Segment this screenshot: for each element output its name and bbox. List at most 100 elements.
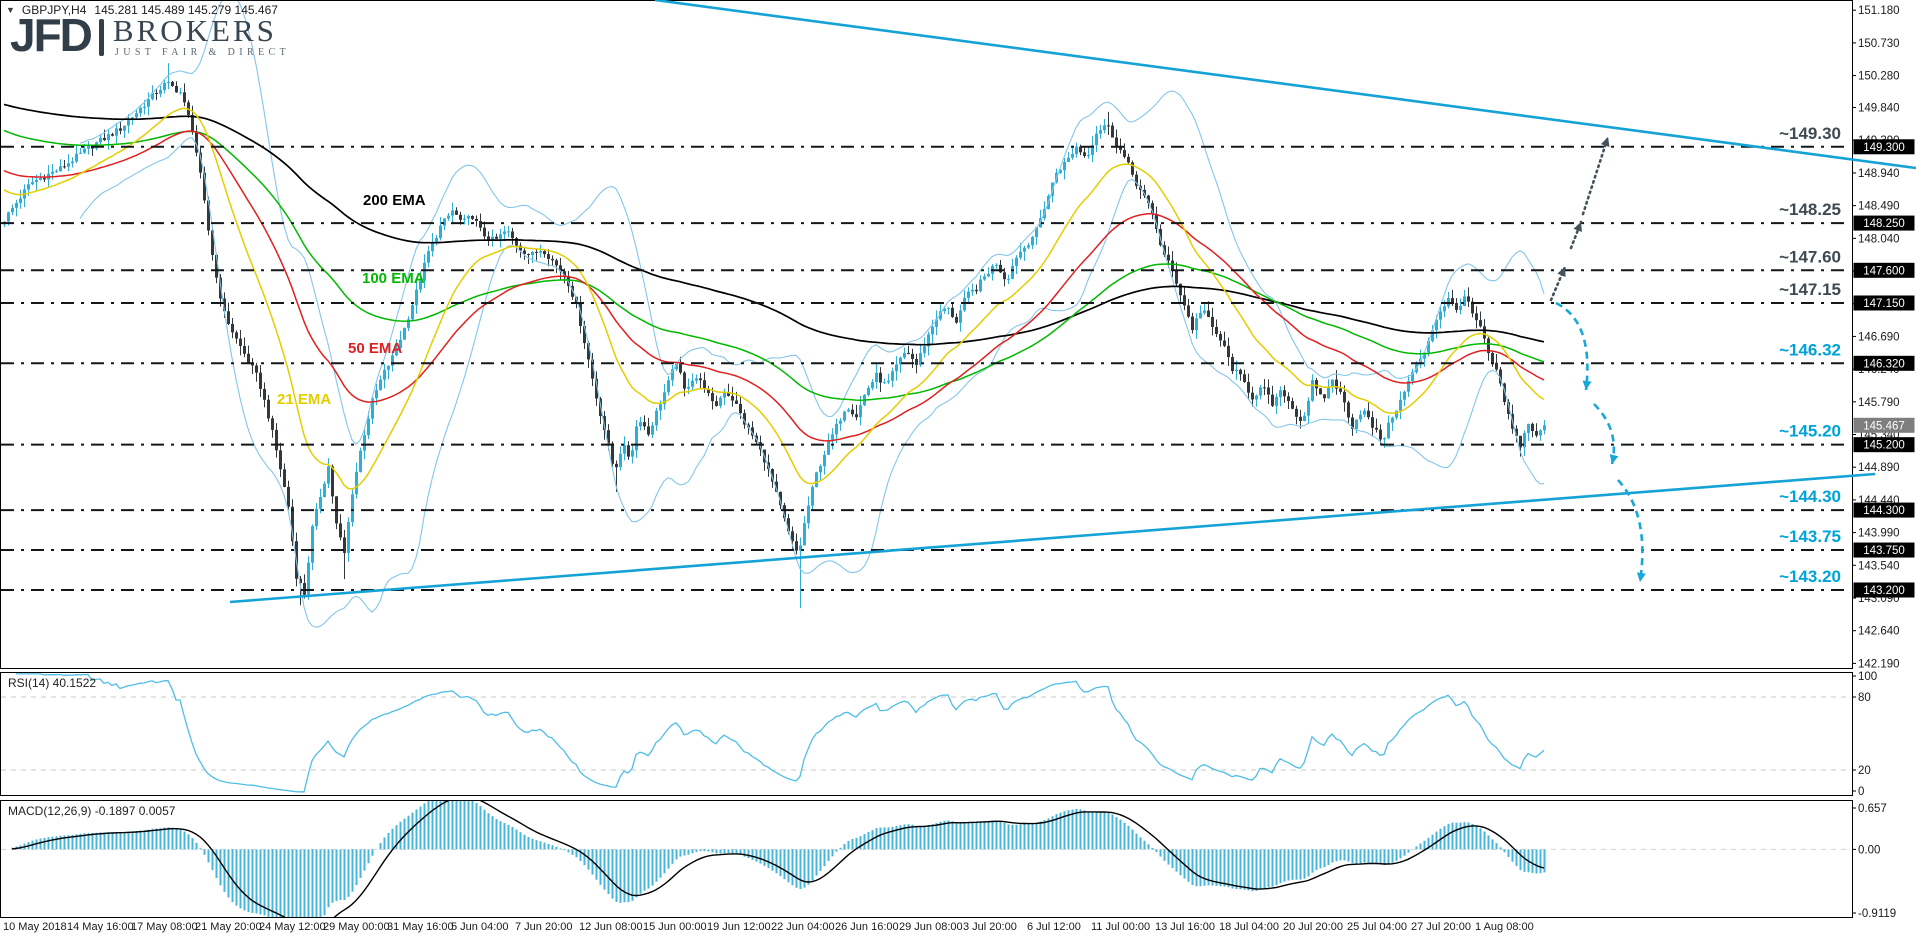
price-axis[interactable]: 151.180150.730150.280149.840149.390148.9…: [1852, 5, 1915, 670]
candle-body: [655, 410, 658, 426]
candle-body: [919, 352, 922, 365]
candle-body: [371, 398, 374, 419]
candle-body: [151, 92, 154, 100]
candle-body: [391, 355, 394, 366]
candle-body: [1331, 379, 1334, 387]
macd-panel[interactable]: [0, 800, 1853, 918]
time-axis-label: 18 Jul 04:00: [1219, 921, 1279, 933]
candle-body: [1099, 130, 1102, 134]
candle-body: [579, 302, 582, 327]
macd-axis[interactable]: 0.657 0.00 -0.9119: [1852, 803, 1896, 920]
candle-body: [1199, 312, 1202, 319]
time-axis-label: 11 Jul 00:00: [1091, 921, 1150, 933]
level-price-box-label: 147.600: [1863, 265, 1905, 277]
candle-body: [351, 494, 354, 523]
candle-body: [1155, 214, 1158, 229]
level-price-box-label: 147.150: [1863, 298, 1905, 310]
candle-body: [951, 307, 954, 317]
logo-tagline: JUST FAIR & DIRECT: [114, 47, 291, 58]
candle-body: [1003, 272, 1006, 280]
dashed-down-arrow-head: [1609, 454, 1619, 464]
candle-body: [831, 434, 834, 442]
candle-body: [55, 171, 58, 173]
candle-body: [1515, 428, 1518, 436]
candle-body: [947, 307, 950, 309]
current-price-box-label: 145.467: [1863, 420, 1905, 432]
time-axis-label: 3 Jul 20:00: [963, 921, 1017, 933]
level-price-box: [1853, 215, 1915, 231]
candle-body: [1311, 380, 1314, 401]
time-axis-label: 29 May 00:00: [323, 921, 390, 933]
candle-body: [67, 163, 70, 167]
candle-body: [1195, 318, 1198, 330]
candle-body: [803, 523, 806, 546]
candle-body: [783, 505, 786, 519]
candle-body: [791, 531, 794, 542]
candle-body: [1207, 310, 1210, 317]
candle-body: [103, 137, 106, 141]
candle-body: [163, 82, 166, 91]
candle-body: [367, 418, 370, 436]
candle-body: [1271, 394, 1274, 406]
time-axis-label: 17 May 08:00: [131, 921, 198, 933]
candle-body: [431, 241, 434, 252]
candle-body: [1283, 390, 1286, 397]
candle-body: [1011, 265, 1014, 279]
candle-body: [531, 252, 534, 256]
price-tick-label: 150.280: [1858, 71, 1900, 83]
candle-body: [1287, 396, 1290, 402]
candle-body: [439, 225, 442, 239]
candle-body: [871, 382, 874, 388]
level-price-box-label: 143.750: [1863, 545, 1905, 557]
candle-body: [399, 339, 402, 349]
candle-body: [1503, 383, 1506, 403]
candle-body: [827, 441, 830, 455]
time-axis-label: 26 Jun 16:00: [835, 921, 899, 933]
candle-body: [923, 346, 926, 353]
candle-body: [1223, 340, 1226, 346]
price-tick-label: 142.190: [1858, 658, 1900, 670]
time-axis-label: 24 May 12:00: [259, 921, 326, 933]
candle-body: [959, 310, 962, 323]
dashed-down-arrow: [1555, 301, 1589, 391]
candle-body: [687, 386, 690, 389]
dotted-up-arrow-head: [1573, 222, 1582, 233]
candle-body: [911, 353, 914, 359]
rsi-panel[interactable]: [0, 672, 1853, 796]
candle-body: [731, 395, 734, 401]
candle-body: [1467, 296, 1470, 302]
candle-body: [231, 323, 234, 333]
candle-body: [59, 166, 62, 172]
candle-body: [1479, 320, 1482, 327]
candle-body: [79, 152, 82, 154]
candle-body: [207, 200, 210, 231]
candle-body: [1115, 137, 1118, 147]
candle-body: [347, 522, 350, 553]
candle-body: [387, 365, 390, 370]
candle-body: [675, 363, 678, 370]
candle-body: [495, 236, 498, 239]
main-panel[interactable]: [0, 0, 1853, 669]
candle-body: [1347, 402, 1350, 418]
candle-body: [1279, 390, 1282, 397]
chevron-down-icon[interactable]: ▼: [6, 5, 15, 15]
candle-body: [527, 254, 530, 256]
ema-21-label: 21 EMA: [277, 391, 331, 408]
symbol-info-bar[interactable]: ▼ GBPJPY,H4 145.281 145.489 145.279 145.46…: [6, 3, 278, 17]
time-axis-label: 21 May 20:00: [195, 921, 262, 933]
rsi-axis[interactable]: 100 80 20 0: [1852, 671, 1877, 798]
candle-body: [623, 445, 626, 454]
candle-body: [15, 202, 18, 208]
candle-body: [303, 583, 306, 595]
candle-body: [363, 435, 366, 451]
price-tick-label: 143.990: [1858, 528, 1900, 540]
candle-body: [155, 92, 158, 94]
macd-tick-label: -0.9119: [1858, 908, 1896, 920]
candle-body: [323, 483, 326, 498]
candle-body: [1103, 125, 1106, 131]
candle-body: [1127, 156, 1130, 163]
time-axis-label: 15 Jun 00:00: [643, 921, 707, 933]
rsi-layer: [1, 673, 1851, 793]
